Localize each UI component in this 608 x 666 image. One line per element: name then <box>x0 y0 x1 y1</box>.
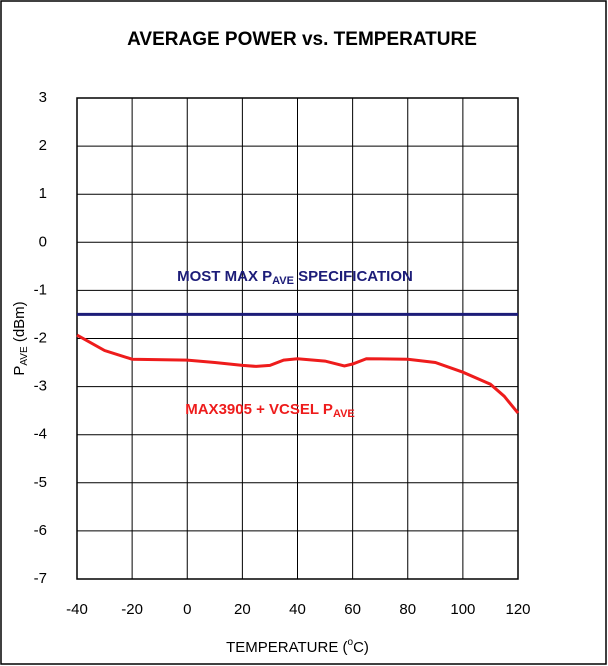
chart-title: AVERAGE POWER vs. TEMPERATURE <box>127 29 477 50</box>
x-tick-label: 60 <box>344 601 361 618</box>
x-label-sup: o <box>348 637 354 648</box>
annotation-text: MOST MAX P <box>177 268 272 285</box>
x-tick-label: 0 <box>183 601 191 618</box>
x-tick-label: 40 <box>289 601 306 618</box>
y-tick-label: -2 <box>34 329 47 346</box>
x-tick-label: -20 <box>121 601 143 618</box>
annotation-text: SPECIFICATION <box>294 268 413 285</box>
y-tick-label: -6 <box>34 522 47 539</box>
y-tick-label: 1 <box>39 185 47 202</box>
y-tick-label: -3 <box>34 378 47 395</box>
plot-border <box>76 97 519 580</box>
y-tick-label: -5 <box>34 474 47 491</box>
x-tick-label: -40 <box>66 601 88 618</box>
y-label-sub: AVE <box>19 346 30 366</box>
y-label-text: P <box>11 366 28 376</box>
y-tick-label: 0 <box>39 233 47 250</box>
y-tick-label: 2 <box>39 137 47 154</box>
x-label-text: TEMPERATURE ( <box>226 639 347 656</box>
x-tick-label: 100 <box>450 601 475 618</box>
y-label-text: (dBm) <box>11 301 28 346</box>
y-axis-label: PAVE (dBm) <box>11 301 30 375</box>
annotation-text: MAX3905 + VCSEL P <box>185 401 333 418</box>
y-tick-label: -1 <box>34 281 47 298</box>
data-line <box>76 333 520 415</box>
x-tick-label: 120 <box>505 601 530 618</box>
annotation: MOST MAX PAVE SPECIFICATION <box>177 268 413 287</box>
x-label-text: C) <box>353 639 369 656</box>
x-axis-label: TEMPERATURE (oC) <box>226 637 369 656</box>
annotation-sub: AVE <box>272 275 294 287</box>
annotation-sub: AVE <box>333 408 355 420</box>
y-tick-label: -4 <box>34 426 47 443</box>
x-tick-label: 80 <box>399 601 416 618</box>
y-tick-label: 3 <box>39 89 47 106</box>
annotation: MAX3905 + VCSEL PAVE <box>185 401 355 420</box>
x-tick-label: 20 <box>234 601 251 618</box>
y-tick-label: -7 <box>34 570 47 587</box>
